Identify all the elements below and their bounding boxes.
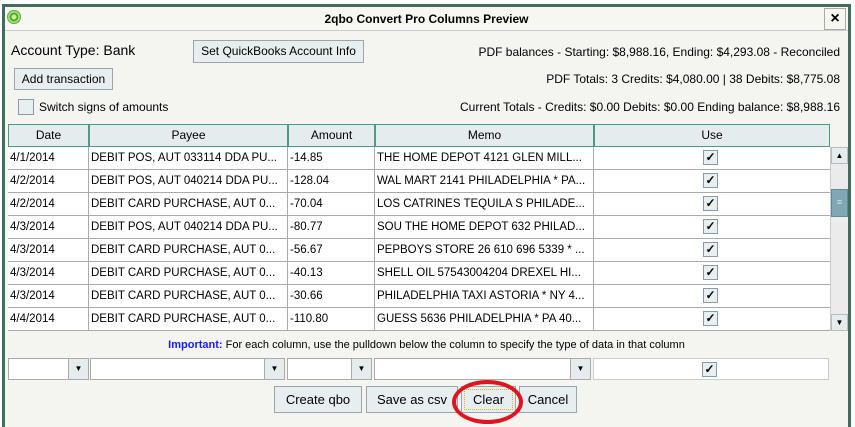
cell-payee[interactable]: DEBIT CARD PURCHASE, AUT 0... bbox=[89, 285, 288, 307]
table-row[interactable]: 4/3/2014 DEBIT POS, AUT 040214 DDA PU... -… bbox=[8, 216, 830, 239]
cell-amount[interactable]: -56.67 bbox=[288, 239, 375, 261]
use-all-checkbox[interactable]: ✓ bbox=[702, 362, 717, 377]
add-transaction-button[interactable]: Add transaction bbox=[14, 68, 113, 90]
use-checkbox[interactable]: ✓ bbox=[703, 196, 718, 211]
cell-memo[interactable]: PEPBOYS STORE 26 610 696 5339 * ... bbox=[375, 239, 594, 261]
highlight-circle-annotation bbox=[452, 380, 523, 424]
cell-date[interactable]: 4/3/2014 bbox=[8, 216, 89, 238]
save-as-csv-button[interactable]: Save as csv bbox=[366, 386, 458, 413]
cell-date[interactable]: 4/3/2014 bbox=[8, 239, 89, 261]
use-checkbox[interactable]: ✓ bbox=[703, 173, 718, 188]
column-header-memo[interactable]: Memo bbox=[375, 124, 594, 147]
column-header-amount[interactable]: Amount bbox=[288, 124, 375, 147]
cell-payee[interactable]: DEBIT CARD PURCHASE, AUT 0... bbox=[89, 308, 288, 330]
table-row[interactable]: 4/2/2014 DEBIT POS, AUT 040214 DDA PU... -… bbox=[8, 170, 830, 193]
use-column-cell: ✓ bbox=[593, 358, 829, 380]
important-text: For each column, use the pulldown below … bbox=[222, 339, 685, 351]
cell-memo[interactable]: SOU THE HOME DEPOT 632 PHILAD... bbox=[375, 216, 594, 238]
cell-payee[interactable]: DEBIT POS, AUT 040214 DDA PU... bbox=[89, 170, 288, 192]
pdf-balances: PDF balances - Starting: $8,988.16, Endi… bbox=[478, 45, 840, 59]
table-row[interactable]: 4/4/2014 DEBIT CARD PURCHASE, AUT 0... -11… bbox=[8, 308, 830, 331]
cell-memo[interactable]: WAL MART 2141 PHILADELPHIA * PA... bbox=[375, 170, 594, 192]
cell-date[interactable]: 4/2/2014 bbox=[8, 170, 89, 192]
date-column-type-dropdown[interactable]: ▼ bbox=[8, 358, 89, 380]
switch-signs-checkbox[interactable] bbox=[18, 99, 34, 115]
cell-amount[interactable]: -70.04 bbox=[288, 193, 375, 215]
cell-date[interactable]: 4/4/2014 bbox=[8, 308, 89, 330]
dialog-window: 2qbo Convert Pro Columns Preview × Accou… bbox=[2, 4, 851, 427]
cell-date[interactable]: 4/3/2014 bbox=[8, 262, 89, 284]
cell-memo[interactable]: PHILADELPHIA TAXI ASTORIA * NY 4... bbox=[375, 285, 594, 307]
use-checkbox[interactable]: ✓ bbox=[703, 288, 718, 303]
column-header-date[interactable]: Date bbox=[8, 124, 89, 147]
switch-signs-label: Switch signs of amounts bbox=[39, 100, 169, 114]
scroll-up-arrow-icon[interactable]: ▲ bbox=[831, 147, 848, 164]
use-checkbox[interactable]: ✓ bbox=[703, 242, 718, 257]
cell-payee[interactable]: DEBIT CARD PURCHASE, AUT 0... bbox=[89, 193, 288, 215]
account-type: Account Type: Bank bbox=[11, 42, 136, 58]
cell-date[interactable]: 4/1/2014 bbox=[8, 147, 89, 169]
cell-amount[interactable]: -80.77 bbox=[288, 216, 375, 238]
column-header-use[interactable]: Use bbox=[594, 124, 830, 147]
cell-amount[interactable]: -14.85 bbox=[288, 147, 375, 169]
cell-memo[interactable]: GUESS 5636 PHILADELPHIA * PA 40... bbox=[375, 308, 594, 330]
current-totals: Current Totals - Credits: $0.00 Debits: … bbox=[459, 100, 840, 114]
app-logo-icon bbox=[7, 10, 21, 24]
use-checkbox[interactable]: ✓ bbox=[703, 311, 718, 326]
table-row[interactable]: 4/3/2014 DEBIT CARD PURCHASE, AUT 0... -56… bbox=[8, 239, 830, 262]
cell-payee[interactable]: DEBIT POS, AUT 040214 DDA PU... bbox=[89, 216, 288, 238]
table-row[interactable]: 4/2/2014 DEBIT CARD PURCHASE, AUT 0... -70… bbox=[8, 193, 830, 216]
cell-memo[interactable]: THE HOME DEPOT 4121 GLEN MILL... bbox=[375, 147, 594, 169]
set-quickbooks-account-info-button[interactable]: Set QuickBooks Account Info bbox=[193, 40, 364, 63]
important-note: Important: For each column, use the pull… bbox=[5, 339, 848, 351]
scroll-thumb[interactable]: ≡ bbox=[831, 189, 848, 217]
pdf-totals: PDF Totals: 3 Credits: $4,080.00 | 38 De… bbox=[546, 72, 840, 86]
cancel-button[interactable]: Cancel bbox=[519, 386, 577, 413]
title-bar: 2qbo Convert Pro Columns Preview × bbox=[5, 7, 848, 31]
dropdown-arrow-icon: ▼ bbox=[68, 359, 88, 379]
cell-memo[interactable]: SHELL OIL 57543004204 DREXEL HI... bbox=[375, 262, 594, 284]
use-checkbox[interactable]: ✓ bbox=[703, 265, 718, 280]
table-row[interactable]: 4/3/2014 DEBIT CARD PURCHASE, AUT 0... -30… bbox=[8, 285, 830, 308]
dropdown-arrow-icon: ▼ bbox=[351, 359, 371, 379]
dropdown-arrow-icon: ▼ bbox=[570, 359, 590, 379]
use-checkbox[interactable]: ✓ bbox=[703, 150, 718, 165]
cell-date[interactable]: 4/2/2014 bbox=[8, 193, 89, 215]
cell-amount[interactable]: -40.13 bbox=[288, 262, 375, 284]
cell-amount[interactable]: -128.04 bbox=[288, 170, 375, 192]
amount-column-type-dropdown[interactable]: ▼ bbox=[287, 358, 372, 380]
cell-payee[interactable]: DEBIT POS, AUT 033114 DDA PU... bbox=[89, 147, 288, 169]
cell-amount[interactable]: -30.66 bbox=[288, 285, 375, 307]
cell-amount[interactable]: -110.80 bbox=[288, 308, 375, 330]
cell-memo[interactable]: LOS CATRINES TEQUILA S PHILADE... bbox=[375, 193, 594, 215]
cell-payee[interactable]: DEBIT CARD PURCHASE, AUT 0... bbox=[89, 262, 288, 284]
cell-date[interactable]: 4/3/2014 bbox=[8, 285, 89, 307]
close-button[interactable]: × bbox=[824, 8, 846, 30]
create-qbo-button[interactable]: Create qbo bbox=[274, 386, 362, 413]
window-title: 2qbo Convert Pro Columns Preview bbox=[324, 12, 529, 26]
dropdown-arrow-icon: ▼ bbox=[264, 359, 284, 379]
scroll-down-arrow-icon[interactable]: ▼ bbox=[831, 314, 848, 331]
column-header-payee[interactable]: Payee bbox=[89, 124, 288, 147]
table-scrollbar[interactable]: ▲ ≡ ▼ bbox=[830, 147, 848, 331]
use-checkbox[interactable]: ✓ bbox=[703, 219, 718, 234]
memo-column-type-dropdown[interactable]: ▼ bbox=[374, 358, 591, 380]
table-row[interactable]: 4/3/2014 DEBIT CARD PURCHASE, AUT 0... -40… bbox=[8, 262, 830, 285]
table-row[interactable]: 4/1/2014 DEBIT POS, AUT 033114 DDA PU... -… bbox=[8, 147, 830, 170]
cell-payee[interactable]: DEBIT CARD PURCHASE, AUT 0... bbox=[89, 239, 288, 261]
payee-column-type-dropdown[interactable]: ▼ bbox=[90, 358, 285, 380]
important-label: Important: bbox=[168, 339, 223, 351]
